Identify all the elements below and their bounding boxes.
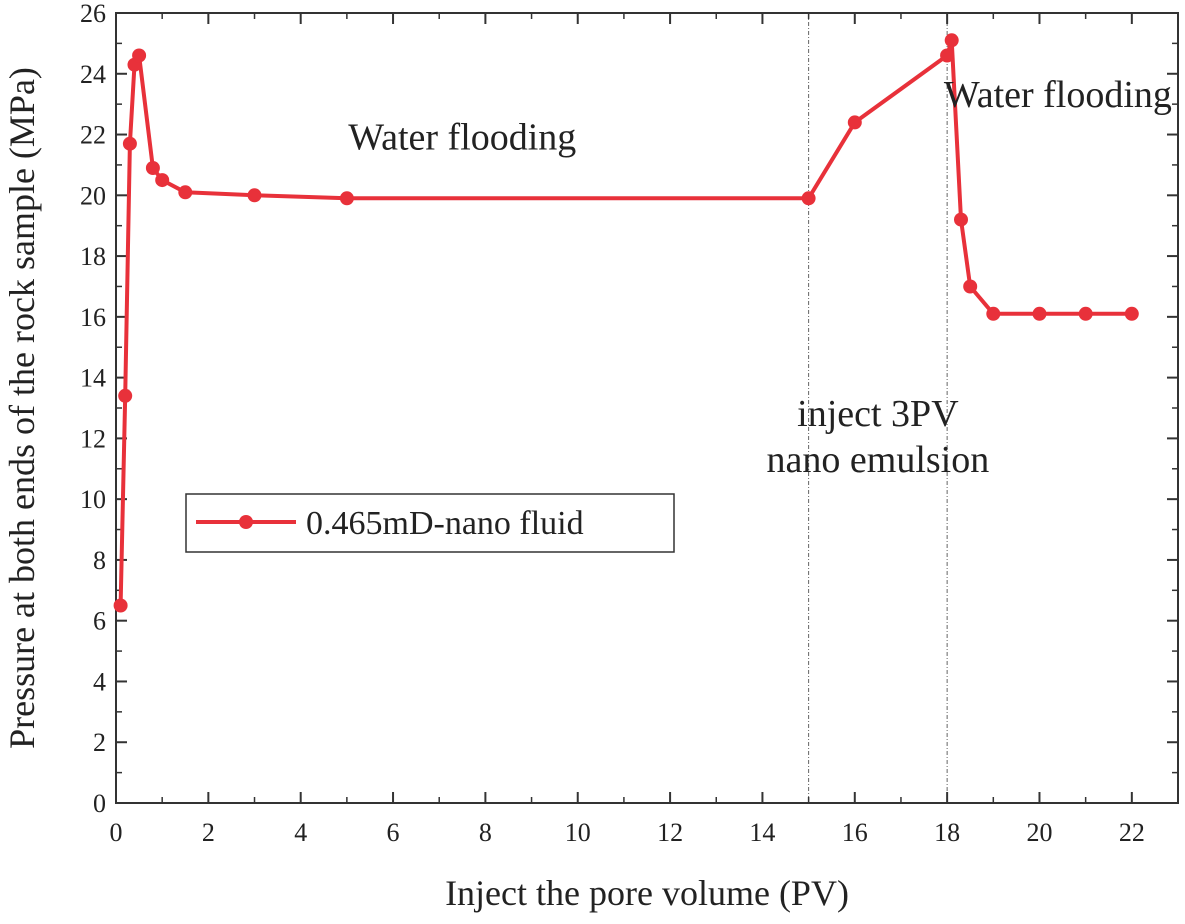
y-tick-label: 14 — [80, 364, 106, 393]
y-tick-label: 8 — [93, 546, 106, 575]
data-point — [963, 279, 978, 294]
x-tick-label: 18 — [934, 818, 960, 847]
y-tick-label: 2 — [93, 728, 106, 757]
y-tick-label: 6 — [93, 607, 106, 636]
water-flooding-2-annotation: Water flooding — [944, 74, 1172, 116]
y-tick-label: 12 — [80, 424, 106, 453]
x-axis-title: Inject the pore volume (PV) — [445, 873, 849, 913]
x-axis-ticks: 0 2 4 6 8 10 12 14 16 18 20 22 — [110, 13, 1145, 847]
data-point — [178, 185, 193, 200]
y-tick-label: 10 — [80, 485, 106, 514]
y-tick-label: 20 — [80, 181, 106, 210]
data-point — [339, 191, 354, 206]
y-tick-label: 22 — [80, 121, 106, 150]
x-tick-label: 2 — [202, 818, 215, 847]
data-point — [1124, 306, 1139, 321]
x-tick-label: 6 — [387, 818, 400, 847]
data-point — [944, 33, 959, 48]
y-tick-label: 18 — [80, 242, 106, 271]
data-point — [801, 191, 816, 206]
legend-label: 0.465mD-nano fluid — [306, 505, 584, 542]
x-tick-label: 8 — [479, 818, 492, 847]
x-tick-label: 4 — [294, 818, 307, 847]
data-point — [122, 136, 137, 151]
x-tick-label: 12 — [657, 818, 683, 847]
inject-line-2-annotation: nano emulsion — [767, 439, 990, 481]
legend: 0.465mD-nano fluid — [185, 493, 675, 553]
y-tick-label: 0 — [93, 789, 106, 818]
data-point — [155, 173, 170, 188]
x-tick-label: 10 — [565, 818, 591, 847]
y-tick-label: 26 — [80, 0, 106, 28]
data-point — [1032, 306, 1047, 321]
y-tick-label: 24 — [80, 60, 106, 89]
data-point — [113, 598, 128, 613]
data-point — [1078, 306, 1093, 321]
plot-frame — [115, 12, 1179, 804]
x-tick-label: 22 — [1119, 818, 1145, 847]
x-tick-label: 20 — [1026, 818, 1052, 847]
y-tick-label: 16 — [80, 303, 106, 332]
data-point — [132, 48, 147, 63]
y-tick-label: 4 — [93, 667, 106, 696]
phase-divider-lines — [808, 13, 948, 803]
data-point — [986, 306, 1001, 321]
x-tick-label: 14 — [749, 818, 775, 847]
water-flooding-1-annotation: Water flooding — [348, 117, 576, 159]
y-axis-title: Pressure at both ends of the rock sample… — [2, 67, 42, 749]
data-point — [847, 115, 862, 130]
x-tick-label: 16 — [842, 818, 868, 847]
legend-marker-swatch — [239, 515, 253, 529]
data-point — [954, 212, 968, 227]
data-point — [940, 48, 955, 63]
data-point — [145, 161, 160, 175]
series-layer — [113, 33, 1139, 613]
data-point — [118, 388, 133, 403]
x-tick-label: 0 — [110, 818, 123, 847]
inject-line-1-annotation: inject 3PV — [797, 393, 959, 435]
data-point — [247, 188, 262, 203]
annotations: Water flooding Water flooding inject 3PVna… — [348, 74, 1172, 481]
